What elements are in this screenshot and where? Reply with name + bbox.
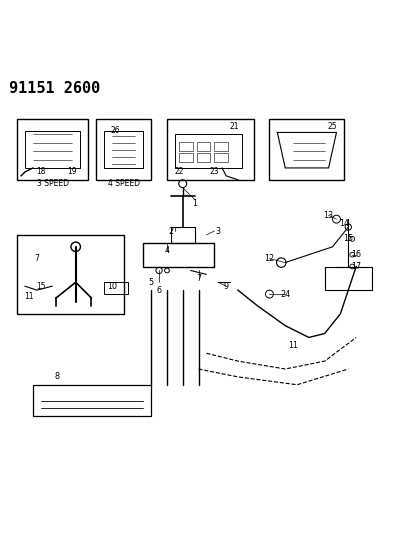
Text: 24: 24 <box>280 289 290 298</box>
Bar <box>33 385 151 416</box>
Text: 9: 9 <box>224 282 229 290</box>
Text: 26: 26 <box>111 126 121 135</box>
Text: 18: 18 <box>36 167 46 176</box>
Bar <box>179 154 193 162</box>
Bar <box>270 119 344 180</box>
Bar <box>17 235 123 314</box>
Text: 3 SPEED: 3 SPEED <box>37 179 69 188</box>
Bar <box>171 227 195 243</box>
Text: 19: 19 <box>67 167 77 176</box>
Bar <box>104 131 143 168</box>
Text: 8: 8 <box>54 373 59 382</box>
Bar <box>197 142 210 151</box>
Bar <box>96 119 151 180</box>
Text: 7: 7 <box>196 274 201 283</box>
Text: 4: 4 <box>164 246 170 255</box>
Bar <box>325 266 372 290</box>
Text: 25: 25 <box>328 122 337 131</box>
Text: 1: 1 <box>192 199 197 208</box>
Bar <box>104 282 127 294</box>
Text: 12: 12 <box>264 254 274 263</box>
Text: 13: 13 <box>324 211 333 220</box>
Bar <box>25 131 80 168</box>
Text: 6: 6 <box>156 286 162 295</box>
Text: 11: 11 <box>288 341 298 350</box>
Text: 15: 15 <box>36 282 46 290</box>
Text: 10: 10 <box>107 282 117 290</box>
Text: 22: 22 <box>174 167 183 176</box>
Bar <box>175 134 242 168</box>
Bar <box>214 142 228 151</box>
Text: 21: 21 <box>229 122 239 131</box>
Text: 23: 23 <box>210 167 219 176</box>
Text: 2: 2 <box>168 227 173 236</box>
Bar <box>197 154 210 162</box>
Bar <box>17 119 88 180</box>
Bar <box>143 243 214 266</box>
Text: 7: 7 <box>35 254 39 263</box>
Text: 11: 11 <box>24 292 34 301</box>
Text: 14: 14 <box>339 219 349 228</box>
Bar <box>214 154 228 162</box>
Text: 3: 3 <box>216 227 221 236</box>
Bar <box>167 119 254 180</box>
Text: 4 SPEED: 4 SPEED <box>108 179 140 188</box>
Text: 91151 2600: 91151 2600 <box>9 81 100 96</box>
Text: 16: 16 <box>351 250 361 259</box>
Text: 5: 5 <box>148 278 154 287</box>
Text: 15: 15 <box>343 235 353 244</box>
Bar <box>179 142 193 151</box>
Text: 17: 17 <box>351 262 361 271</box>
